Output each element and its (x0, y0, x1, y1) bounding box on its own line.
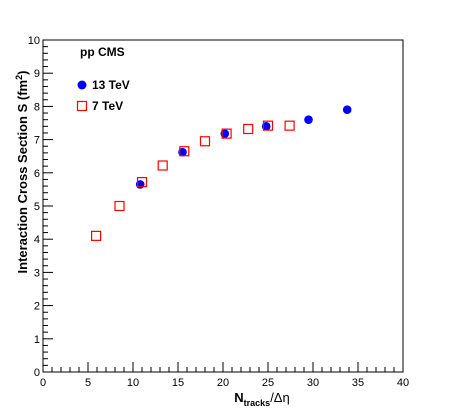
data-point-7tev (221, 128, 232, 139)
legend: pp CMS 13 TeV 7 TeV (76, 45, 130, 113)
data-point-7tev (199, 136, 211, 147)
x-tick-label: 40 (397, 377, 409, 389)
y-tick-label: 9 (34, 68, 40, 80)
y-tick-label: 5 (34, 201, 40, 213)
data-point-7tev (90, 230, 102, 241)
x-tick-label: 0 (40, 377, 46, 389)
legend-label-7tev: 7 TeV (92, 99, 123, 113)
legend-label-13tev: 13 TeV (92, 78, 130, 92)
data-point-13tev (342, 105, 352, 115)
data-point-13tev (304, 115, 313, 124)
legend-marker-7tev (76, 100, 88, 112)
data-point-7tev (114, 200, 125, 212)
y-tick-label: 4 (34, 234, 40, 246)
y-tick-label: 0 (34, 367, 40, 379)
data-point-7tev (284, 120, 295, 131)
x-tick-label: 5 (85, 377, 91, 389)
data-points (90, 105, 352, 241)
x-tick-label: 20 (217, 377, 229, 389)
data-point-7tev (262, 120, 274, 131)
y-tick-label: 2 (34, 301, 40, 313)
x-tick-label: 35 (352, 377, 364, 389)
data-point-7tev (157, 160, 168, 171)
x-tick-label: 30 (307, 377, 319, 389)
x-axis-title: Ntracks/Δη (234, 390, 289, 408)
y-tick-label: 10 (28, 35, 40, 47)
legend-marker-13tev (77, 80, 87, 90)
y-tick-label: 8 (34, 101, 40, 113)
axes: 0 5 10 15 20 25 30 35 40 0 1 2 3 4 5 6 7 8 9 10 (28, 35, 409, 389)
y-tick-label: 7 (34, 135, 40, 147)
data-point-7tev (243, 123, 254, 135)
y-axis-title: Interaction Cross Section S (fm2) (14, 71, 30, 274)
x-tick-label: 10 (127, 377, 139, 389)
legend-title: pp CMS (80, 45, 125, 59)
x-tick-label: 15 (172, 377, 184, 389)
x-tick-label: 25 (262, 377, 274, 389)
data-point-7tev (136, 176, 148, 188)
y-tick-label: 3 (34, 267, 40, 279)
y-tick-label: 1 (34, 334, 40, 346)
y-tick-label: 6 (34, 168, 40, 180)
data-point-7tev (179, 146, 190, 157)
